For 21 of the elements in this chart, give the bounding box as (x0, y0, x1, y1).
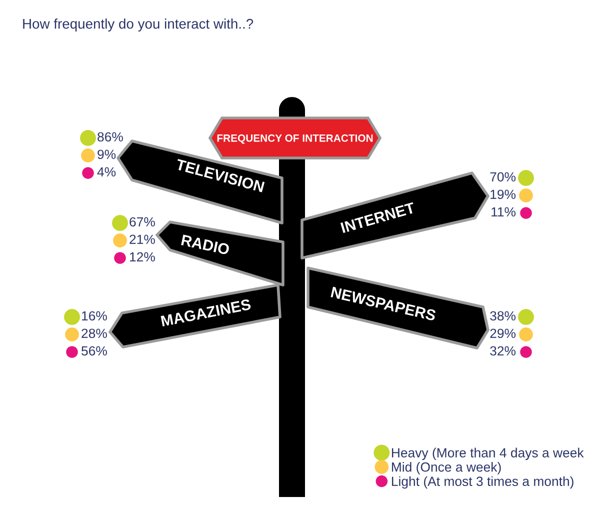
data-label: 56% (82, 346, 107, 356)
data-label: 4% (97, 167, 116, 176)
legend-label: Light (At most 3 times a month) (392, 476, 574, 489)
data-label: 9% (98, 150, 116, 160)
legend-label: Heavy (More than 4 days a week (392, 448, 584, 460)
data-label: 29% (490, 328, 516, 338)
legend-label: Mid (Once a week) (392, 462, 501, 474)
text: How frequently do you interact with..? (23, 18, 254, 32)
data-label: 70% (490, 172, 516, 182)
data-label: 12% (130, 252, 155, 262)
data-label: 28% (82, 328, 107, 338)
data-label: 32% (490, 346, 516, 356)
data-label: 19% (490, 190, 516, 200)
data-label: 11% (492, 207, 516, 216)
text: FREQUENCY OF INTERACTION (217, 134, 373, 144)
data-label: 86% (98, 132, 123, 142)
data-label: 16% (82, 311, 107, 321)
category-label: RADIO (181, 234, 230, 255)
data-label: 21% (130, 234, 155, 244)
data-label: 67% (130, 217, 155, 227)
data-label: 38% (490, 311, 516, 321)
